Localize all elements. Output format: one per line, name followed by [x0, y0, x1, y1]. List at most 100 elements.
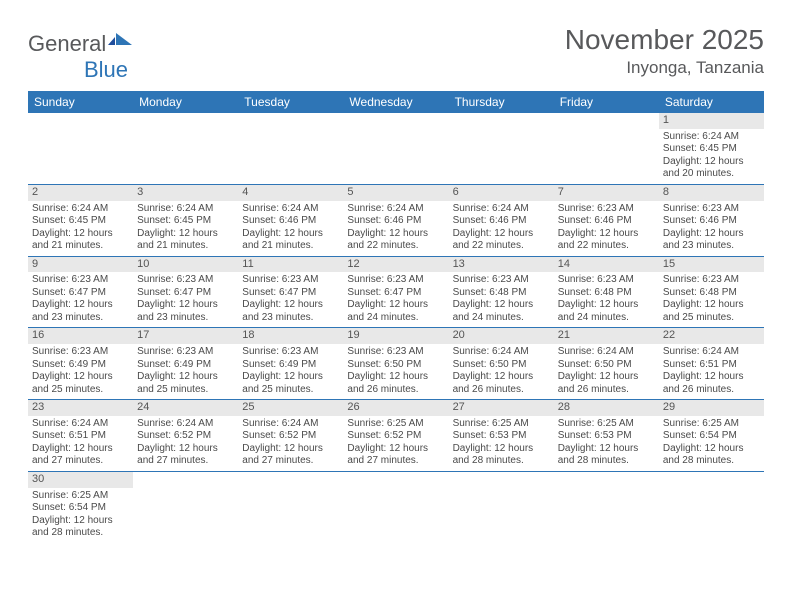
daylight-line-2: and 27 minutes.: [347, 455, 444, 468]
calendar-cell: [133, 471, 238, 542]
day-number: 19: [343, 328, 448, 344]
daylight-line-1: Daylight: 12 hours: [32, 443, 129, 456]
calendar-cell: [343, 113, 448, 184]
sunset-line: Sunset: 6:50 PM: [453, 359, 550, 372]
daylight-line-1: Daylight: 12 hours: [453, 371, 550, 384]
daylight-line-2: and 28 minutes.: [663, 455, 760, 468]
daylight-line-1: Daylight: 12 hours: [347, 371, 444, 384]
sunset-line: Sunset: 6:49 PM: [242, 359, 339, 372]
sunrise-line: Sunrise: 6:25 AM: [558, 418, 655, 431]
calendar-cell: [449, 113, 554, 184]
calendar-cell: 28Sunrise: 6:25 AMSunset: 6:53 PMDayligh…: [554, 400, 659, 472]
calendar-cell: 12Sunrise: 6:23 AMSunset: 6:47 PMDayligh…: [343, 256, 448, 328]
calendar-cell: 21Sunrise: 6:24 AMSunset: 6:50 PMDayligh…: [554, 328, 659, 400]
calendar-table: Sunday Monday Tuesday Wednesday Thursday…: [28, 91, 764, 543]
daylight-line-2: and 21 minutes.: [137, 240, 234, 253]
day-number: 12: [343, 257, 448, 273]
sunrise-line: Sunrise: 6:24 AM: [32, 418, 129, 431]
daylight-line-2: and 21 minutes.: [242, 240, 339, 253]
sunrise-line: Sunrise: 6:24 AM: [663, 346, 760, 359]
sunset-line: Sunset: 6:45 PM: [32, 215, 129, 228]
day-number: 13: [449, 257, 554, 273]
day-header: Sunday: [28, 91, 133, 113]
day-header: Friday: [554, 91, 659, 113]
sunrise-line: Sunrise: 6:25 AM: [32, 490, 129, 503]
calendar-cell: [554, 471, 659, 542]
daylight-line-2: and 27 minutes.: [137, 455, 234, 468]
calendar-row: 9Sunrise: 6:23 AMSunset: 6:47 PMDaylight…: [28, 256, 764, 328]
title-block: November 2025 Inyonga, Tanzania: [565, 24, 764, 78]
calendar-cell: [343, 471, 448, 542]
sunrise-line: Sunrise: 6:23 AM: [242, 346, 339, 359]
daylight-line-2: and 28 minutes.: [558, 455, 655, 468]
day-header: Tuesday: [238, 91, 343, 113]
daylight-line-1: Daylight: 12 hours: [558, 228, 655, 241]
day-header: Wednesday: [343, 91, 448, 113]
daylight-line-2: and 27 minutes.: [242, 455, 339, 468]
calendar-cell: 25Sunrise: 6:24 AMSunset: 6:52 PMDayligh…: [238, 400, 343, 472]
calendar-cell: 26Sunrise: 6:25 AMSunset: 6:52 PMDayligh…: [343, 400, 448, 472]
day-number: 15: [659, 257, 764, 273]
sunset-line: Sunset: 6:47 PM: [32, 287, 129, 300]
calendar-cell: 18Sunrise: 6:23 AMSunset: 6:49 PMDayligh…: [238, 328, 343, 400]
day-number: 8: [659, 185, 764, 201]
day-number: 11: [238, 257, 343, 273]
sunset-line: Sunset: 6:47 PM: [242, 287, 339, 300]
daylight-line-1: Daylight: 12 hours: [137, 371, 234, 384]
calendar-cell: [238, 113, 343, 184]
calendar-cell: 29Sunrise: 6:25 AMSunset: 6:54 PMDayligh…: [659, 400, 764, 472]
daylight-line-1: Daylight: 12 hours: [137, 299, 234, 312]
logo-text-general: General: [28, 31, 106, 56]
day-number: 6: [449, 185, 554, 201]
daylight-line-1: Daylight: 12 hours: [32, 299, 129, 312]
day-number: 26: [343, 400, 448, 416]
day-number: 30: [28, 472, 133, 488]
day-number: 21: [554, 328, 659, 344]
daylight-line-2: and 23 minutes.: [242, 312, 339, 325]
calendar-row: 23Sunrise: 6:24 AMSunset: 6:51 PMDayligh…: [28, 400, 764, 472]
flag-icon: [108, 30, 136, 51]
day-number: 23: [28, 400, 133, 416]
calendar-cell: 15Sunrise: 6:23 AMSunset: 6:48 PMDayligh…: [659, 256, 764, 328]
daylight-line-1: Daylight: 12 hours: [663, 228, 760, 241]
daylight-line-2: and 23 minutes.: [663, 240, 760, 253]
daylight-line-1: Daylight: 12 hours: [347, 228, 444, 241]
month-title: November 2025: [565, 24, 764, 56]
daylight-line-2: and 25 minutes.: [663, 312, 760, 325]
sunrise-line: Sunrise: 6:24 AM: [453, 346, 550, 359]
daylight-line-1: Daylight: 12 hours: [663, 443, 760, 456]
day-header: Saturday: [659, 91, 764, 113]
day-number: 18: [238, 328, 343, 344]
sunrise-line: Sunrise: 6:23 AM: [32, 346, 129, 359]
day-header: Monday: [133, 91, 238, 113]
sunrise-line: Sunrise: 6:24 AM: [663, 131, 760, 144]
calendar-cell: 16Sunrise: 6:23 AMSunset: 6:49 PMDayligh…: [28, 328, 133, 400]
day-number: 1: [659, 113, 764, 129]
sunrise-line: Sunrise: 6:24 AM: [137, 203, 234, 216]
sunset-line: Sunset: 6:52 PM: [347, 430, 444, 443]
calendar-cell: 19Sunrise: 6:23 AMSunset: 6:50 PMDayligh…: [343, 328, 448, 400]
day-number: 28: [554, 400, 659, 416]
daylight-line-1: Daylight: 12 hours: [242, 299, 339, 312]
sunset-line: Sunset: 6:52 PM: [242, 430, 339, 443]
sunrise-line: Sunrise: 6:23 AM: [663, 274, 760, 287]
daylight-line-2: and 22 minutes.: [453, 240, 550, 253]
sunset-line: Sunset: 6:48 PM: [663, 287, 760, 300]
day-number: 20: [449, 328, 554, 344]
sunrise-line: Sunrise: 6:24 AM: [242, 418, 339, 431]
sunrise-line: Sunrise: 6:23 AM: [347, 274, 444, 287]
calendar-cell: 14Sunrise: 6:23 AMSunset: 6:48 PMDayligh…: [554, 256, 659, 328]
daylight-line-1: Daylight: 12 hours: [558, 443, 655, 456]
day-number: 14: [554, 257, 659, 273]
sunset-line: Sunset: 6:52 PM: [137, 430, 234, 443]
calendar-cell: 11Sunrise: 6:23 AMSunset: 6:47 PMDayligh…: [238, 256, 343, 328]
calendar-cell: 5Sunrise: 6:24 AMSunset: 6:46 PMDaylight…: [343, 184, 448, 256]
day-number: 10: [133, 257, 238, 273]
header: GeneralBlue November 2025 Inyonga, Tanza…: [28, 20, 764, 83]
sunrise-line: Sunrise: 6:23 AM: [453, 274, 550, 287]
daylight-line-1: Daylight: 12 hours: [663, 299, 760, 312]
calendar-cell: 17Sunrise: 6:23 AMSunset: 6:49 PMDayligh…: [133, 328, 238, 400]
calendar-cell: 1Sunrise: 6:24 AMSunset: 6:45 PMDaylight…: [659, 113, 764, 184]
daylight-line-1: Daylight: 12 hours: [558, 299, 655, 312]
daylight-line-1: Daylight: 12 hours: [453, 228, 550, 241]
